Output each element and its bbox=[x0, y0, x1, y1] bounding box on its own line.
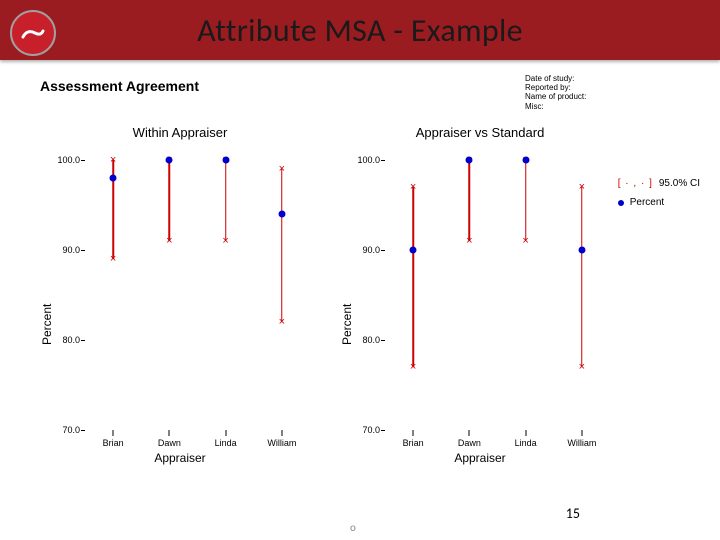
study-info-line: Misc: bbox=[525, 102, 586, 111]
study-info-line: Name of product: bbox=[525, 92, 586, 101]
x-tick-label: Dawn bbox=[158, 438, 181, 448]
x-tick bbox=[169, 430, 170, 436]
plot-area: 70.080.090.0100.0Brian××Dawn××Linda××Wil… bbox=[385, 160, 610, 430]
ci-cap-icon: × bbox=[110, 154, 116, 166]
legend-ci-icon: [ · , · ] bbox=[618, 178, 653, 189]
y-tick-label: 70.0 bbox=[50, 425, 80, 435]
y-tick-label: 90.0 bbox=[50, 245, 80, 255]
percent-point bbox=[222, 157, 229, 164]
x-tick-label: Brian bbox=[403, 438, 424, 448]
legend-ci-label: 95.0% CI bbox=[659, 178, 700, 189]
ci-line bbox=[525, 160, 527, 241]
ci-line bbox=[581, 187, 583, 367]
y-tick-label: 80.0 bbox=[50, 335, 80, 345]
ci-cap-icon: × bbox=[410, 181, 416, 193]
figure-area: Assessment Agreement Date of study: Repo… bbox=[0, 70, 720, 510]
percent-point bbox=[522, 157, 529, 164]
assessment-agreement-title: Assessment Agreement bbox=[40, 78, 199, 94]
stray-char: o bbox=[350, 521, 356, 534]
y-tick-label: 90.0 bbox=[350, 245, 380, 255]
x-tick bbox=[469, 430, 470, 436]
x-axis-label: Appraiser bbox=[40, 451, 320, 465]
chart-panel-appraiser-vs-standard: Appraiser vs Standard Percent Appraiser … bbox=[340, 125, 620, 465]
x-tick bbox=[281, 430, 282, 436]
ci-line bbox=[225, 160, 227, 241]
ci-cap-icon: × bbox=[166, 235, 172, 247]
study-info-line: Date of study: bbox=[525, 74, 586, 83]
ci-line bbox=[169, 160, 171, 241]
y-tick-label: 70.0 bbox=[350, 425, 380, 435]
x-tick bbox=[113, 430, 114, 436]
chart-panel-within-appraiser: Within Appraiser Percent Appraiser 70.08… bbox=[40, 125, 320, 465]
legend: [ · , · ] 95.0% CI Percent bbox=[618, 178, 700, 216]
x-tick-label: William bbox=[567, 438, 596, 448]
ci-cap-icon: × bbox=[279, 316, 285, 328]
x-tick bbox=[525, 430, 526, 436]
ci-cap-icon: × bbox=[579, 181, 585, 193]
legend-percent-row: Percent bbox=[618, 197, 700, 208]
header-bar: Attribute MSA - Example bbox=[0, 0, 720, 60]
percent-point bbox=[578, 247, 585, 254]
x-tick bbox=[581, 430, 582, 436]
legend-percent-label: Percent bbox=[630, 197, 664, 208]
ci-line bbox=[281, 169, 283, 322]
percent-point bbox=[110, 175, 117, 182]
ci-cap-icon: × bbox=[279, 163, 285, 175]
percent-point bbox=[278, 211, 285, 218]
panel-title: Within Appraiser bbox=[40, 125, 320, 140]
ci-cap-icon: × bbox=[579, 361, 585, 373]
x-axis-label: Appraiser bbox=[340, 451, 620, 465]
ci-cap-icon: × bbox=[110, 253, 116, 265]
brand-logo bbox=[10, 10, 56, 56]
page-number: 15 bbox=[566, 505, 580, 522]
percent-point bbox=[466, 157, 473, 164]
x-tick-label: Brian bbox=[103, 438, 124, 448]
x-tick-label: Linda bbox=[515, 438, 537, 448]
ci-cap-icon: × bbox=[522, 235, 528, 247]
legend-ci-row: [ · , · ] 95.0% CI bbox=[618, 178, 700, 189]
plot-area: 70.080.090.0100.0Brian××Dawn××Linda××Wil… bbox=[85, 160, 310, 430]
x-tick bbox=[413, 430, 414, 436]
ci-cap-icon: × bbox=[466, 235, 472, 247]
percent-point bbox=[410, 247, 417, 254]
slide-title: Attribute MSA - Example bbox=[197, 11, 523, 50]
percent-point bbox=[166, 157, 173, 164]
study-info-block: Date of study: Reported by: Name of prod… bbox=[525, 74, 586, 111]
x-tick-label: William bbox=[267, 438, 296, 448]
x-tick bbox=[225, 430, 226, 436]
ci-line bbox=[469, 160, 471, 241]
y-tick-label: 100.0 bbox=[350, 155, 380, 165]
study-info-line: Reported by: bbox=[525, 83, 586, 92]
y-tick-label: 80.0 bbox=[350, 335, 380, 345]
ci-line bbox=[412, 187, 414, 367]
logo-swirl-icon bbox=[19, 23, 47, 43]
panel-title: Appraiser vs Standard bbox=[340, 125, 620, 140]
x-tick-label: Linda bbox=[215, 438, 237, 448]
x-tick-label: Dawn bbox=[458, 438, 481, 448]
y-tick-label: 100.0 bbox=[50, 155, 80, 165]
ci-cap-icon: × bbox=[222, 235, 228, 247]
ci-cap-icon: × bbox=[410, 361, 416, 373]
